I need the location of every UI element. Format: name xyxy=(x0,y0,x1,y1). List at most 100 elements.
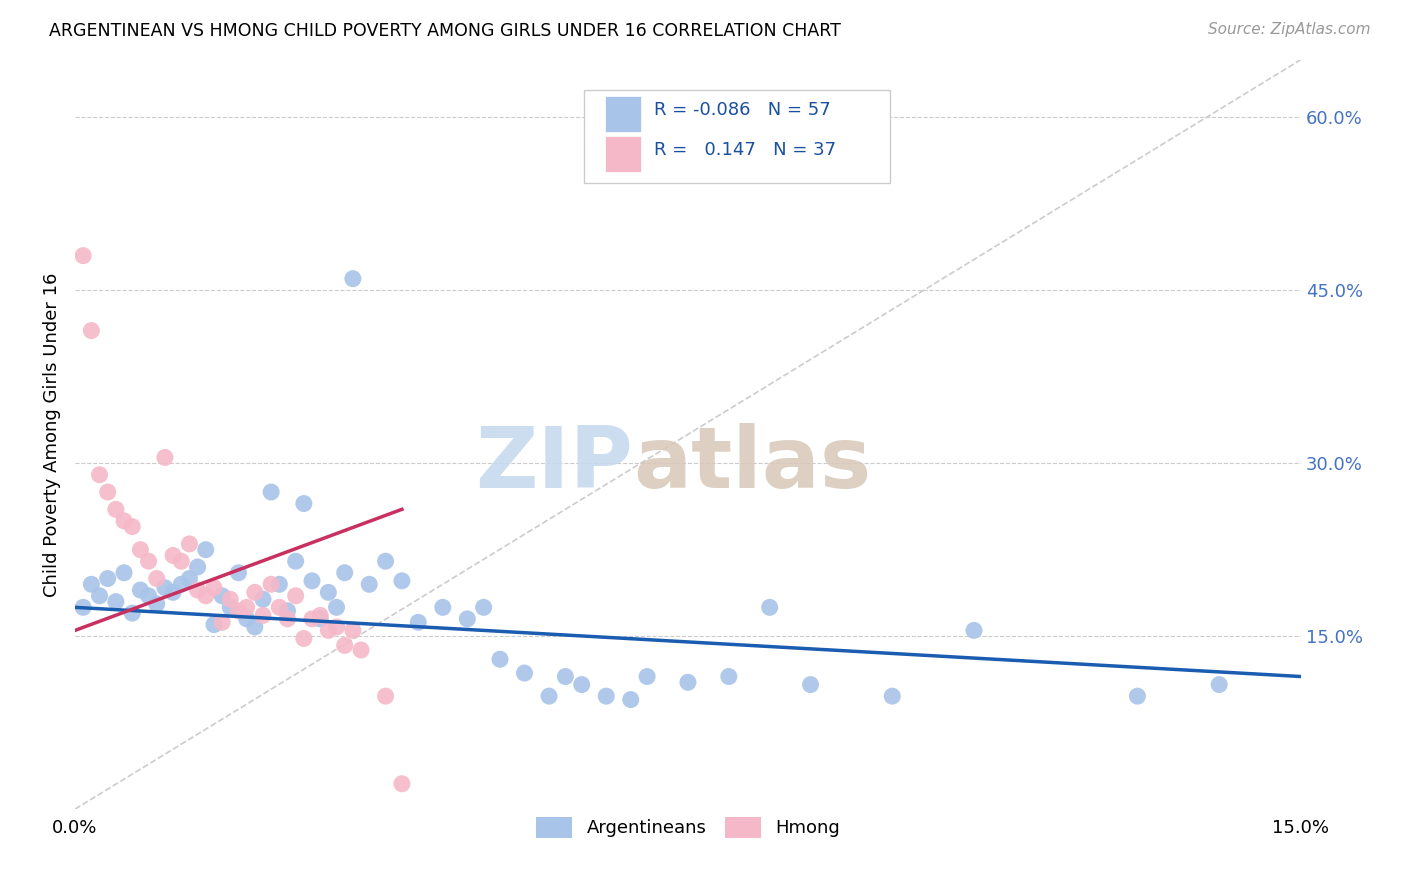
Point xyxy=(432,600,454,615)
Point xyxy=(1208,677,1230,691)
Point xyxy=(284,589,307,603)
Point xyxy=(260,485,283,500)
Point xyxy=(228,566,250,580)
Point xyxy=(235,612,257,626)
Point xyxy=(325,600,347,615)
Point xyxy=(636,669,658,683)
Point xyxy=(333,639,356,653)
Point xyxy=(179,572,201,586)
Point xyxy=(72,249,94,263)
Point xyxy=(292,632,315,646)
Point xyxy=(202,617,225,632)
Point xyxy=(456,612,478,626)
Point xyxy=(104,594,127,608)
Point xyxy=(219,592,242,607)
Point xyxy=(145,572,167,586)
Point xyxy=(276,612,298,626)
Point xyxy=(138,554,160,568)
Text: atlas: atlas xyxy=(633,423,872,506)
Text: Source: ZipAtlas.com: Source: ZipAtlas.com xyxy=(1208,22,1371,37)
Point xyxy=(799,677,821,691)
Point xyxy=(963,624,986,638)
Point xyxy=(97,485,120,500)
Point xyxy=(537,689,560,703)
FancyBboxPatch shape xyxy=(605,136,641,172)
Point xyxy=(595,689,617,703)
Point xyxy=(269,577,291,591)
Point xyxy=(89,467,111,482)
Point xyxy=(211,615,233,630)
Point xyxy=(301,574,323,588)
Point xyxy=(112,566,135,580)
Point xyxy=(391,574,413,588)
Point xyxy=(153,581,176,595)
Point xyxy=(194,542,217,557)
Text: R =   0.147   N = 37: R = 0.147 N = 37 xyxy=(654,141,835,159)
Point xyxy=(269,600,291,615)
Point xyxy=(292,497,315,511)
Point xyxy=(202,581,225,595)
Point xyxy=(129,542,152,557)
Point xyxy=(374,554,396,568)
Text: ZIP: ZIP xyxy=(475,423,633,506)
Point xyxy=(211,589,233,603)
Point xyxy=(1126,689,1149,703)
Point xyxy=(89,589,111,603)
Point xyxy=(153,450,176,465)
Point xyxy=(554,669,576,683)
Point xyxy=(170,577,193,591)
Point xyxy=(301,612,323,626)
Point xyxy=(472,600,495,615)
Point xyxy=(260,577,283,591)
Point xyxy=(333,566,356,580)
Point xyxy=(676,675,699,690)
Point xyxy=(882,689,904,703)
Point xyxy=(359,577,381,591)
Point xyxy=(104,502,127,516)
Point xyxy=(97,572,120,586)
Point xyxy=(72,600,94,615)
Point xyxy=(309,612,332,626)
Point xyxy=(309,608,332,623)
Point xyxy=(243,620,266,634)
Point xyxy=(252,608,274,623)
Point xyxy=(129,582,152,597)
Point xyxy=(121,606,143,620)
Point xyxy=(325,620,347,634)
Point xyxy=(187,560,209,574)
Point xyxy=(758,600,780,615)
Point xyxy=(80,324,103,338)
Text: R = -0.086   N = 57: R = -0.086 N = 57 xyxy=(654,101,831,119)
Point xyxy=(194,589,217,603)
Point xyxy=(162,585,184,599)
Point xyxy=(228,604,250,618)
Point xyxy=(513,666,536,681)
Point xyxy=(252,592,274,607)
Point xyxy=(187,582,209,597)
Point xyxy=(112,514,135,528)
Point xyxy=(235,600,257,615)
Point xyxy=(219,600,242,615)
Point xyxy=(138,589,160,603)
Point xyxy=(276,604,298,618)
Point xyxy=(80,577,103,591)
Point xyxy=(489,652,512,666)
Point xyxy=(162,549,184,563)
Point xyxy=(717,669,740,683)
FancyBboxPatch shape xyxy=(605,96,641,132)
Point xyxy=(342,624,364,638)
Legend: Argentineans, Hmong: Argentineans, Hmong xyxy=(529,810,846,845)
FancyBboxPatch shape xyxy=(583,89,890,183)
Point xyxy=(571,677,593,691)
Point xyxy=(284,554,307,568)
Point xyxy=(391,777,413,791)
Y-axis label: Child Poverty Among Girls Under 16: Child Poverty Among Girls Under 16 xyxy=(44,272,60,597)
Point xyxy=(374,689,396,703)
Point xyxy=(318,624,340,638)
Point xyxy=(179,537,201,551)
Point xyxy=(170,554,193,568)
Point xyxy=(350,643,373,657)
Point xyxy=(243,585,266,599)
Text: ARGENTINEAN VS HMONG CHILD POVERTY AMONG GIRLS UNDER 16 CORRELATION CHART: ARGENTINEAN VS HMONG CHILD POVERTY AMONG… xyxy=(49,22,841,40)
Point xyxy=(318,585,340,599)
